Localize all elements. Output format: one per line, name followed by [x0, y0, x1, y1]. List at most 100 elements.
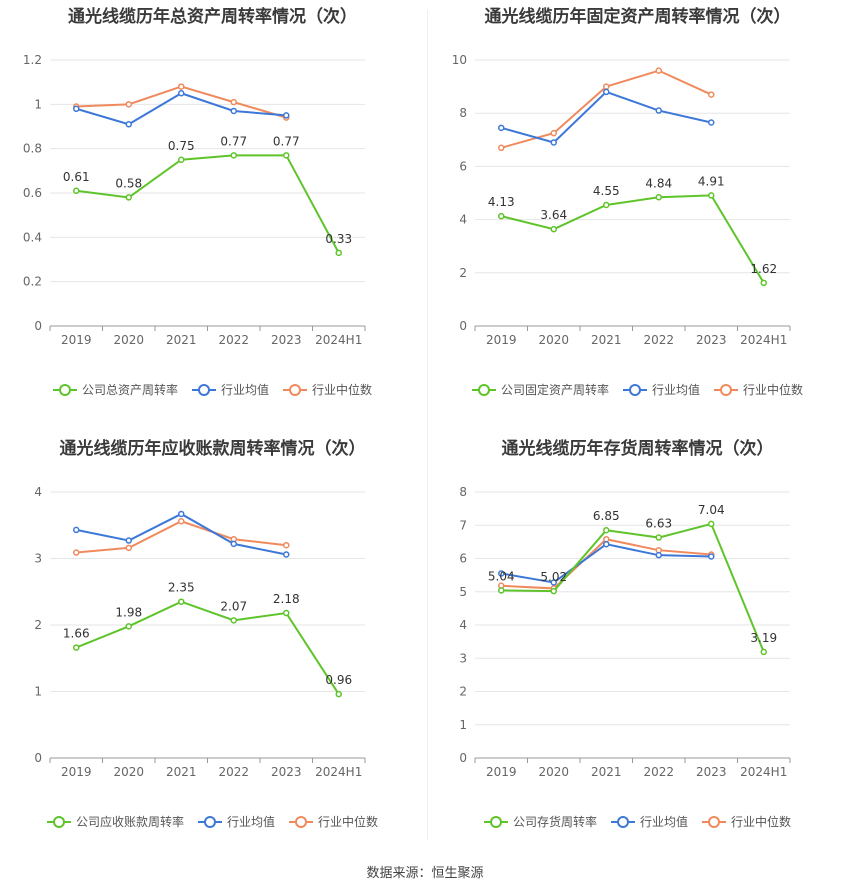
data-point-company[interactable]	[550, 225, 557, 233]
data-point-industry-median[interactable]	[708, 91, 715, 98]
data-point-industry-avg[interactable]	[655, 107, 662, 114]
legend-label: 公司存货周转率	[512, 815, 597, 829]
data-point-industry-median[interactable]	[73, 549, 80, 556]
legend-item-company[interactable]: 公司存货周转率	[483, 813, 597, 830]
data-point-industry-avg[interactable]	[178, 90, 185, 97]
y-tick-label: 7	[459, 518, 467, 532]
data-point-company[interactable]	[125, 623, 132, 630]
data-point-company[interactable]	[178, 598, 185, 605]
chart-panel-fixed-asset-turnover: 通光线缆历年固定资产周转率情况（次） 0 2 4 6 8 10 2019 2020 2021 20…	[425, 0, 850, 430]
y-tick-label: 0	[34, 319, 42, 333]
data-point-company[interactable]	[708, 192, 715, 199]
data-point-industry-avg[interactable]	[125, 121, 132, 128]
data-point-industry-avg[interactable]	[178, 510, 185, 518]
x-tick-label: 2020	[113, 765, 144, 779]
data-point-industry-avg[interactable]	[603, 540, 610, 548]
data-point-company[interactable]	[73, 187, 80, 195]
data-point-company[interactable]	[655, 194, 662, 201]
data-point-company[interactable]	[550, 587, 557, 595]
data-point-industry-median[interactable]	[178, 518, 185, 525]
data-point-company[interactable]	[73, 644, 80, 651]
data-point-industry-avg[interactable]	[230, 107, 237, 115]
data-point-company[interactable]	[125, 194, 132, 201]
data-point-industry-median[interactable]	[230, 98, 237, 106]
x-tick-label: 2021	[591, 333, 622, 347]
data-point-industry-median[interactable]	[603, 83, 610, 90]
data-point-industry-avg[interactable]	[550, 579, 557, 586]
data-label: 0.33	[325, 232, 352, 246]
y-tick-label: 2	[459, 685, 467, 699]
data-point-company[interactable]	[603, 201, 610, 209]
data-point-company[interactable]	[335, 249, 342, 257]
data-point-industry-avg[interactable]	[283, 112, 290, 119]
data-point-industry-avg[interactable]	[550, 139, 557, 146]
series-line-industry-avg	[501, 543, 712, 584]
data-point-industry-median[interactable]	[125, 544, 132, 552]
data-point-industry-median[interactable]	[655, 67, 662, 74]
x-tick-label: 2024H1	[315, 765, 362, 779]
line-chart: 0 0.2 0.4 0.6 0.8 1 1.2 2019 2020 2021 2022 2023 202…	[23, 53, 366, 347]
data-point-industry-avg[interactable]	[655, 551, 662, 559]
y-tick-label: 0.6	[23, 186, 42, 200]
data-point-industry-avg[interactable]	[708, 553, 715, 560]
data-point-industry-avg[interactable]	[498, 124, 505, 132]
y-tick-label: 5	[459, 585, 467, 599]
y-tick-label: 1.2	[23, 53, 42, 67]
data-point-company[interactable]	[283, 152, 290, 159]
legend-item-industry-avg[interactable]: 行业均值	[622, 381, 700, 398]
data-label: 4.13	[488, 195, 515, 209]
data-point-company[interactable]	[230, 152, 237, 159]
legend-label: 行业均值	[220, 383, 269, 397]
data-point-industry-avg[interactable]	[283, 551, 290, 558]
data-point-industry-avg[interactable]	[603, 88, 610, 96]
x-tick-label: 2019	[486, 765, 517, 779]
data-point-industry-avg[interactable]	[73, 105, 80, 113]
legend-item-industry-median[interactable]: 行业中位数	[702, 813, 791, 830]
data-point-company[interactable]	[708, 520, 715, 528]
data-point-company[interactable]	[655, 534, 662, 541]
data-point-industry-avg[interactable]	[498, 570, 505, 577]
data-point-company[interactable]	[178, 156, 185, 163]
legend-item-industry-median[interactable]: 行业中位数	[714, 381, 803, 398]
line-marker-icon	[622, 383, 647, 396]
chart-title: 通光线缆历年应收账款周转率情况（次）	[59, 439, 366, 459]
data-point-company[interactable]	[498, 587, 505, 594]
y-tick-label: 6	[459, 159, 467, 173]
legend-item-industry-avg[interactable]: 行业均值	[191, 381, 269, 398]
data-source-note: 数据来源：恒生聚源	[366, 866, 484, 881]
data-point-company[interactable]	[603, 526, 610, 534]
legend-item-company[interactable]: 公司应收账款周转率	[46, 813, 184, 830]
x-tick-label: 2022	[643, 333, 674, 347]
chart-panel-total-asset-turnover: 通光线缆历年总资产周转率情况（次） 0 0.2 0.4 0.6 0.8 1 1.2 2019 2…	[0, 0, 425, 430]
data-point-industry-avg[interactable]	[73, 526, 80, 534]
legend-item-industry-avg[interactable]: 行业均值	[197, 813, 275, 830]
legend-label: 行业中位数	[312, 383, 373, 397]
y-tick-label: 0	[459, 319, 467, 333]
data-label: 0.61	[63, 170, 90, 184]
y-tick-label: 4	[459, 213, 467, 227]
data-label: 5.04	[488, 569, 515, 583]
legend-item-industry-median[interactable]: 行业中位数	[283, 381, 372, 398]
data-point-industry-median[interactable]	[178, 83, 185, 90]
legend-item-industry-median[interactable]: 行业中位数	[289, 813, 378, 830]
data-label: 4.84	[645, 176, 672, 190]
data-point-company[interactable]	[498, 212, 505, 220]
data-point-industry-median[interactable]	[125, 101, 132, 108]
data-point-company[interactable]	[335, 690, 342, 698]
data-point-industry-median[interactable]	[550, 129, 557, 137]
data-point-company[interactable]	[283, 609, 290, 617]
data-point-industry-median[interactable]	[283, 541, 290, 549]
data-point-industry-median[interactable]	[498, 144, 505, 152]
data-point-company[interactable]	[230, 617, 237, 624]
data-point-company[interactable]	[760, 279, 767, 287]
data-label: 6.85	[593, 509, 620, 523]
data-point-industry-avg[interactable]	[230, 540, 237, 548]
data-point-industry-avg[interactable]	[708, 119, 715, 126]
legend-item-company[interactable]: 公司总资产周转率	[52, 381, 178, 398]
legend-label: 公司总资产周转率	[81, 383, 178, 397]
legend-item-industry-avg[interactable]: 行业均值	[610, 813, 688, 830]
data-point-industry-avg[interactable]	[125, 537, 132, 544]
data-point-company[interactable]	[760, 648, 767, 656]
data-label: 3.19	[750, 631, 777, 645]
legend-item-company[interactable]: 公司固定资产周转率	[471, 381, 609, 398]
